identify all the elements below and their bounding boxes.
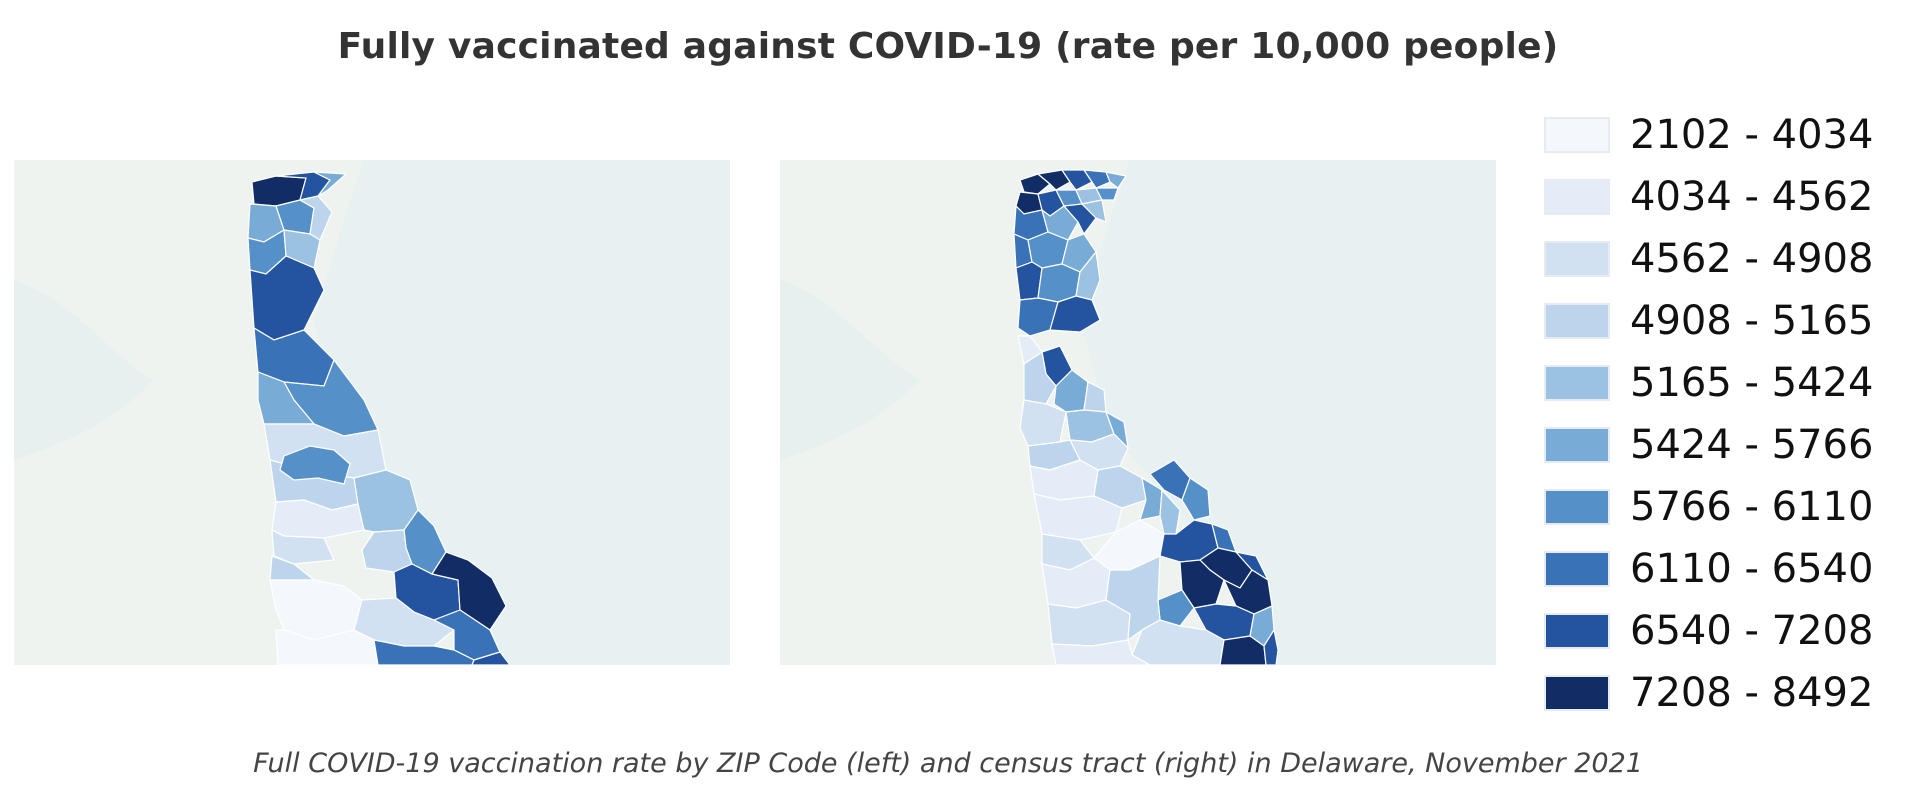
legend-label: 2102 - 4034 <box>1630 112 1874 158</box>
legend-label: 5766 - 6110 <box>1630 484 1874 530</box>
map-region <box>1075 250 1101 301</box>
legend-item: 4562 - 4908 <box>1540 237 1910 299</box>
zip-code-regions <box>247 171 511 665</box>
legend-item: 5766 - 6110 <box>1540 485 1910 547</box>
map-region <box>1051 639 1152 665</box>
map-region <box>1080 199 1107 223</box>
map-region <box>1036 169 1071 191</box>
chesapeake-water <box>14 280 154 460</box>
legend-swatch <box>1544 303 1610 339</box>
legend-label: 6110 - 6540 <box>1630 546 1874 592</box>
map-region <box>1060 169 1093 191</box>
legend-label: 6540 - 7208 <box>1630 608 1874 654</box>
map-region <box>1062 203 1097 236</box>
map-region <box>1095 187 1119 201</box>
legend-swatch <box>1544 427 1610 463</box>
map-region <box>1105 555 1161 642</box>
legend-swatch <box>1544 117 1610 153</box>
legend-swatch <box>1544 179 1610 215</box>
legend-label: 4562 - 4908 <box>1630 236 1874 282</box>
legend-item: 5424 - 5766 <box>1540 423 1910 485</box>
map-region <box>471 651 511 665</box>
map-region <box>279 445 351 485</box>
map-region <box>1019 173 1051 195</box>
legend-swatch <box>1544 365 1610 401</box>
legend-label: 4908 - 5165 <box>1630 298 1874 344</box>
legend-item: 4908 - 5165 <box>1540 299 1910 361</box>
legend-label: 4034 - 4562 <box>1630 174 1874 220</box>
chart-title: Fully vaccinated against COVID-19 (rate … <box>337 26 1559 67</box>
legend: 2102 - 4034 4034 - 4562 4562 - 4908 4908… <box>1540 113 1910 733</box>
map-region <box>271 499 365 539</box>
legend-item: 7208 - 8492 <box>1540 671 1910 733</box>
map-region <box>275 629 379 665</box>
legend-label: 5424 - 5766 <box>1630 422 1874 468</box>
map-region <box>373 639 475 665</box>
legend-swatch <box>1544 551 1610 587</box>
census-tract-map-svg <box>780 160 1496 665</box>
zip-code-map <box>14 160 730 665</box>
map-region <box>1181 477 1211 521</box>
legend-item: 6540 - 7208 <box>1540 609 1910 671</box>
legend-item: 5165 - 5424 <box>1540 361 1910 423</box>
map-region <box>1082 169 1111 189</box>
caption: Full COVID-19 vaccination rate by ZIP Co… <box>253 748 1643 779</box>
legend-label: 7208 - 8492 <box>1630 670 1874 716</box>
census-tract-map <box>780 160 1496 665</box>
map-region <box>1263 628 1279 665</box>
chesapeake-water <box>780 280 920 460</box>
legend-swatch <box>1544 675 1610 711</box>
census-tract-regions <box>1013 169 1279 665</box>
zip-code-map-svg <box>14 160 730 665</box>
map-region <box>313 171 348 197</box>
legend-swatch <box>1544 241 1610 277</box>
legend-item: 4034 - 4562 <box>1540 175 1910 237</box>
map-region <box>1159 488 1181 535</box>
bay-water <box>1080 160 1496 665</box>
legend-swatch <box>1544 613 1610 649</box>
legend-swatch <box>1544 489 1610 525</box>
map-region <box>271 528 335 565</box>
legend-item: 6110 - 6540 <box>1540 547 1910 609</box>
map-region <box>431 551 507 631</box>
bay-water <box>314 160 730 665</box>
map-region <box>1049 295 1101 333</box>
legend-item: 2102 - 4034 <box>1540 113 1910 175</box>
legend-label: 5165 - 5424 <box>1630 360 1874 406</box>
